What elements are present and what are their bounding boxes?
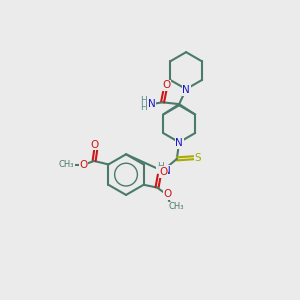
Text: H: H — [157, 162, 164, 171]
Text: CH₃: CH₃ — [168, 202, 184, 211]
Text: N: N — [148, 99, 155, 109]
Text: O: O — [80, 160, 88, 170]
Text: O: O — [164, 189, 172, 199]
Text: N: N — [163, 166, 171, 176]
Text: N: N — [182, 85, 190, 95]
Text: CH₃: CH₃ — [58, 160, 74, 169]
Text: N: N — [175, 138, 183, 148]
Text: O: O — [159, 167, 168, 177]
Text: S: S — [194, 153, 201, 163]
Text: O: O — [91, 140, 99, 150]
Text: O: O — [162, 80, 171, 90]
Text: H: H — [140, 103, 147, 112]
Text: H: H — [140, 96, 147, 105]
